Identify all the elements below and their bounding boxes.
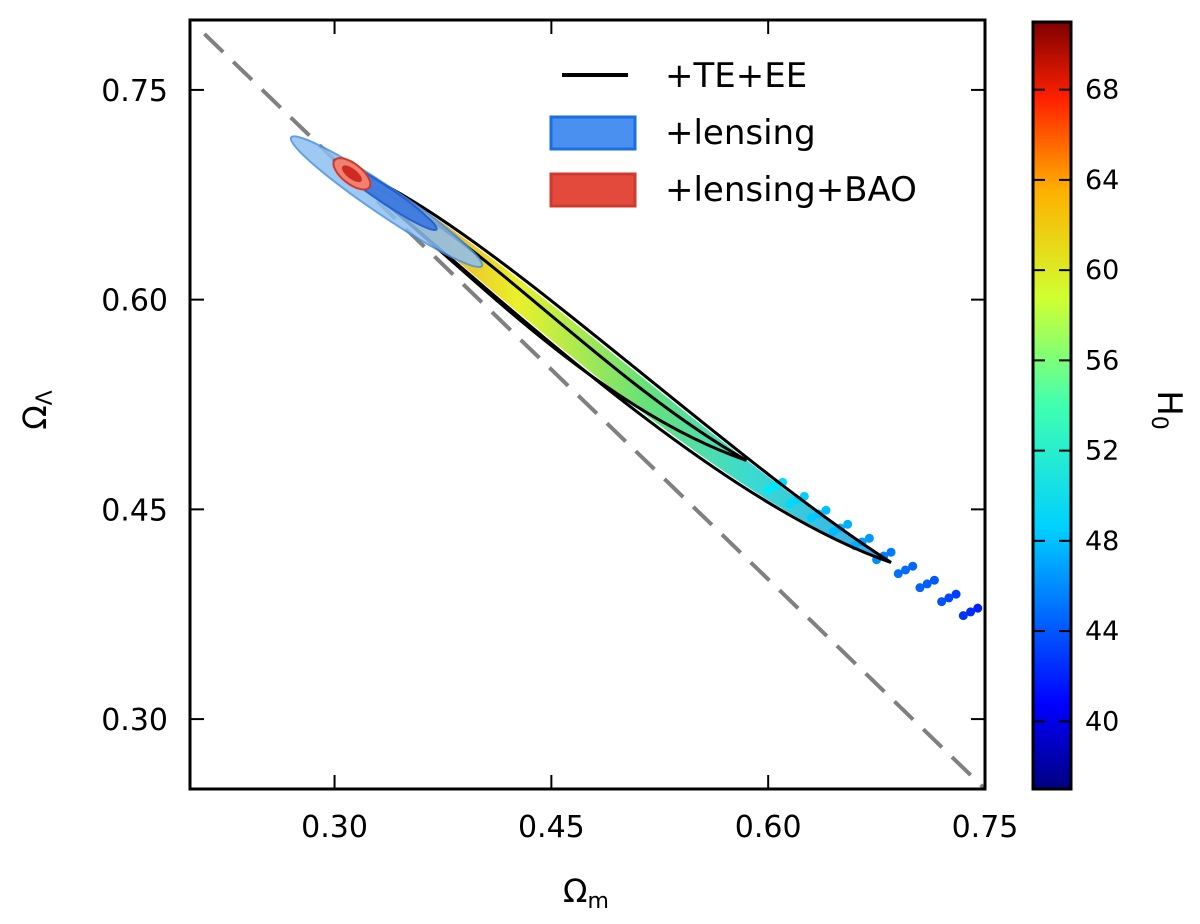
sample-point [973,603,983,613]
sample-point [785,499,795,509]
sample-point [886,547,896,557]
legend-label: +lensing [665,113,816,153]
colorbar-tick-label: 64 [1085,165,1119,196]
colorbar-tick-label: 68 [1085,75,1119,106]
colorbar-tick-label: 52 [1085,436,1119,467]
sample-point [929,575,939,585]
y-tick-label: 0.30 [101,703,168,738]
lensing-contours [289,135,484,269]
colorbar-tick-label: 60 [1085,255,1119,286]
plot-frame [188,18,987,791]
colorbar-ticks: 40 44 48 52 56 60 64 68 [1033,75,1119,737]
lensing-bao-contours [332,157,372,191]
colorbar-tick-label: 56 [1085,345,1119,376]
sample-point [821,505,831,515]
sample-point [958,611,968,621]
x-tick-label: 0.45 [518,810,585,845]
colorbar-tick-label: 48 [1085,526,1119,557]
sample-point [828,527,838,537]
colorbar-label: H0 [1146,390,1189,430]
x-tick-label: 0.60 [735,810,802,845]
sample-point [893,569,903,579]
legend-patch-swatch [549,172,637,208]
y-axis-label: ΩΛ [16,390,58,430]
y-tick-label: 0.75 [101,74,168,109]
tick-labels: 0.30 0.45 0.60 0.75 0.30 0.45 0.60 0.75 [101,74,1018,845]
sample-point [966,607,976,617]
sample-point [770,481,780,491]
sample-point [843,519,853,529]
sample-point [901,565,910,575]
plot-area [203,32,985,789]
x-tick-label: 0.75 [952,810,1019,845]
lensing-bao-inner-contour [341,165,362,183]
colorbar-tick-label: 40 [1085,706,1119,737]
sample-point [922,579,932,589]
x-tick-label: 0.30 [301,810,368,845]
sample-point [807,513,817,523]
sample-point [937,597,947,607]
legend: +TE+EE +lensing +lensing+BAO [549,56,917,210]
legend-label: +lensing+BAO [665,170,917,210]
sample-point [944,593,954,603]
sample-point [763,485,773,495]
te-ee-outer-contour [340,165,892,564]
legend-patch-swatch [549,115,637,151]
sample-point [864,533,874,543]
y-tick-label: 0.60 [101,284,168,319]
sample-point [951,589,961,599]
y-tick-label: 0.45 [101,493,168,528]
x-axis-label: Ωm [563,872,609,914]
colorbar [1031,20,1073,791]
axis-ticks [190,20,986,789]
colorbar-tick-label: 44 [1085,616,1119,647]
sample-point [915,583,925,593]
legend-label: +TE+EE [665,56,807,96]
sample-point [908,561,918,571]
